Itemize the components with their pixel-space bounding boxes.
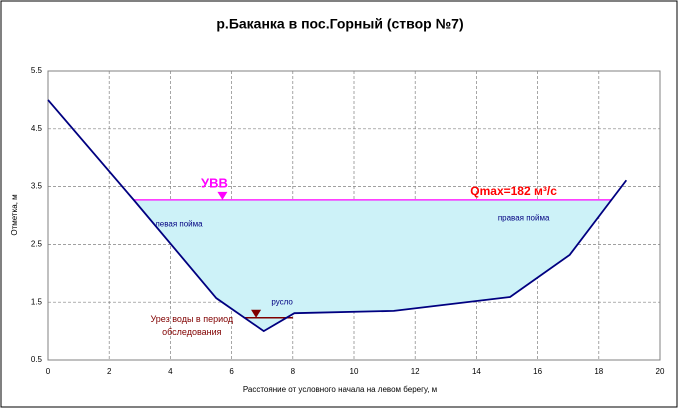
x-tick-label: 0 — [46, 367, 51, 376]
low-level-label: обследования — [162, 327, 222, 337]
zone-label: правая пойма — [498, 213, 550, 222]
level-marker — [217, 191, 228, 200]
zone-label: русло — [271, 297, 293, 306]
y-tick-label: 1.5 — [31, 297, 43, 306]
discharge-label: Qmax=182 м³/с — [470, 184, 557, 198]
x-tick-label: 10 — [350, 367, 359, 376]
x-tick-label: 8 — [291, 367, 296, 376]
x-tick-label: 16 — [533, 367, 542, 376]
x-tick-label: 4 — [168, 367, 173, 376]
x-tick-label: 18 — [594, 367, 603, 376]
level-marker — [251, 309, 262, 318]
y-axis-title: Отметка, м — [10, 194, 19, 235]
flood-label: УВВ — [201, 175, 228, 190]
y-tick-label: 2.5 — [31, 240, 43, 249]
y-tick-label: 0.5 — [31, 355, 43, 364]
y-tick-label: 4.5 — [31, 124, 43, 133]
y-tick-label: 5.5 — [31, 66, 43, 75]
x-tick-label: 2 — [107, 367, 112, 376]
bed-line — [47, 99, 628, 333]
x-tick-label: 6 — [229, 367, 234, 376]
zone-label: левая пойма — [155, 219, 203, 228]
x-axis-title: Расстояние от условного начала на левом … — [243, 385, 437, 394]
low-level-label: Урез воды в период — [150, 314, 233, 324]
x-tick-label: 14 — [472, 367, 481, 376]
x-tick-label: 20 — [656, 367, 665, 376]
y-tick-label: 3.5 — [31, 182, 43, 191]
x-tick-label: 12 — [411, 367, 420, 376]
chart-title: р.Баканка в пос.Горный (створ №7) — [216, 16, 463, 32]
